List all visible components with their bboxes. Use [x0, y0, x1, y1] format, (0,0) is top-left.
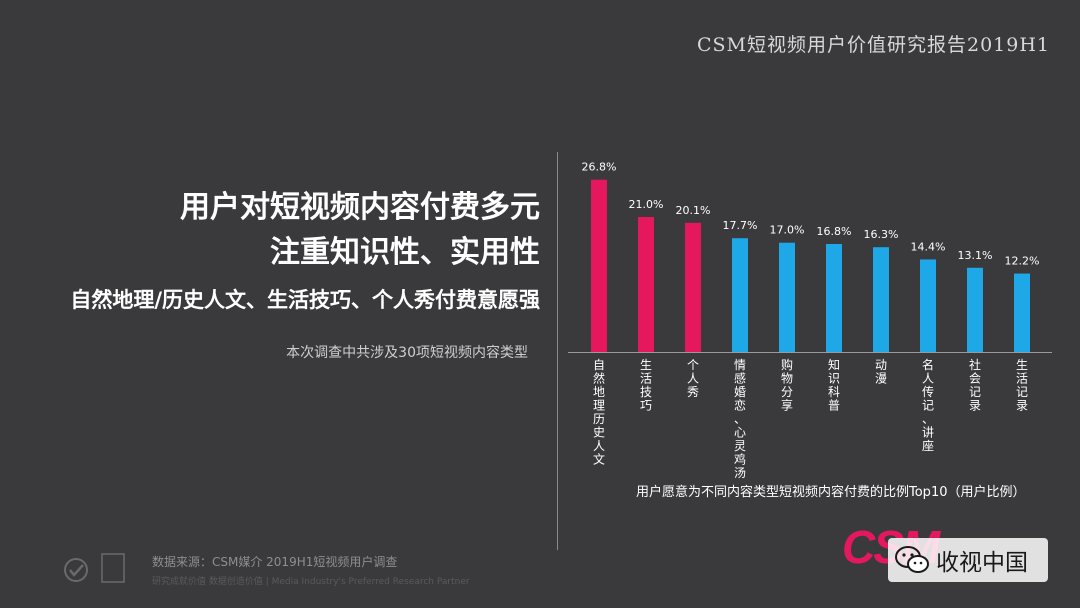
bar [826, 244, 842, 352]
wechat-icon [895, 546, 929, 573]
bar [779, 242, 795, 352]
bar [873, 247, 889, 352]
bar [967, 267, 983, 352]
bar [1014, 273, 1030, 352]
bar-value-label: 26.8% [582, 161, 617, 174]
report-title: CSM短视频用户价值研究报告2019H1 [696, 34, 1050, 56]
research-partner-logo-icon [58, 548, 138, 588]
vertical-divider [557, 152, 558, 550]
data-source: 数据来源：CSM媒介 2019H1短视频用户调查 [152, 555, 398, 569]
bar [920, 259, 936, 352]
chart-caption: 用户愿意为不同内容类型短视频内容付费的比例Top10（用户比例） [636, 485, 1026, 500]
bar-value-label: 16.8% [817, 225, 852, 238]
bar-value-label: 16.3% [864, 228, 899, 241]
tagline: 研究成就价值 数据创造价值 | Media Industry's Preferr… [152, 577, 470, 587]
bar-value-label: 14.4% [911, 240, 946, 253]
category-label: 自然地理历史人文 [593, 358, 605, 467]
bar [685, 222, 701, 352]
headline: 用户对短视频内容付费多元 注重知识性、实用性 自然地理/历史人文、生活技巧、个人… [70, 186, 540, 322]
headline-line-2: 注重知识性、实用性 [270, 235, 540, 270]
category-label: 社会记录 [969, 357, 981, 413]
category-label: 情感婚恋、心灵鸡汤 [734, 358, 746, 480]
bar-value-label: 13.1% [958, 249, 993, 262]
category-label: 购物分享 [781, 357, 793, 413]
bar-chart: 26.8% 自然地理历史人文 21.0% 生活技巧 20.1% 个人秀 17.7% 情感婚恋、… [568, 161, 1052, 480]
bar [591, 179, 607, 352]
survey-note: 本次调查中共涉及30项短视频内容类型 [286, 345, 528, 361]
category-label: 知识科普 [828, 358, 840, 413]
bar [732, 238, 748, 352]
bar-value-label: 12.2% [1005, 255, 1040, 268]
category-label: 名人传记、讲座 [922, 357, 934, 453]
bar [638, 217, 654, 352]
category-label: 生活技巧 [640, 358, 652, 413]
wechat-badge: 收视中国 [888, 538, 1048, 582]
wechat-account-name: 收视中国 [936, 550, 1028, 576]
bar-value-label: 20.1% [676, 204, 711, 217]
headline-line-1: 用户对短视频内容付费多元 [180, 190, 540, 225]
category-label: 生活记录 [1016, 358, 1028, 413]
headline-line-3: 自然地理/历史人文、生活技巧、个人秀付费意愿强 [70, 288, 540, 312]
category-label: 个人秀 [687, 358, 699, 399]
bar-value-label: 17.0% [770, 224, 805, 237]
bar-value-label: 17.7% [723, 219, 758, 232]
category-label: 动漫 [875, 358, 887, 386]
bar-value-label: 21.0% [629, 198, 664, 211]
